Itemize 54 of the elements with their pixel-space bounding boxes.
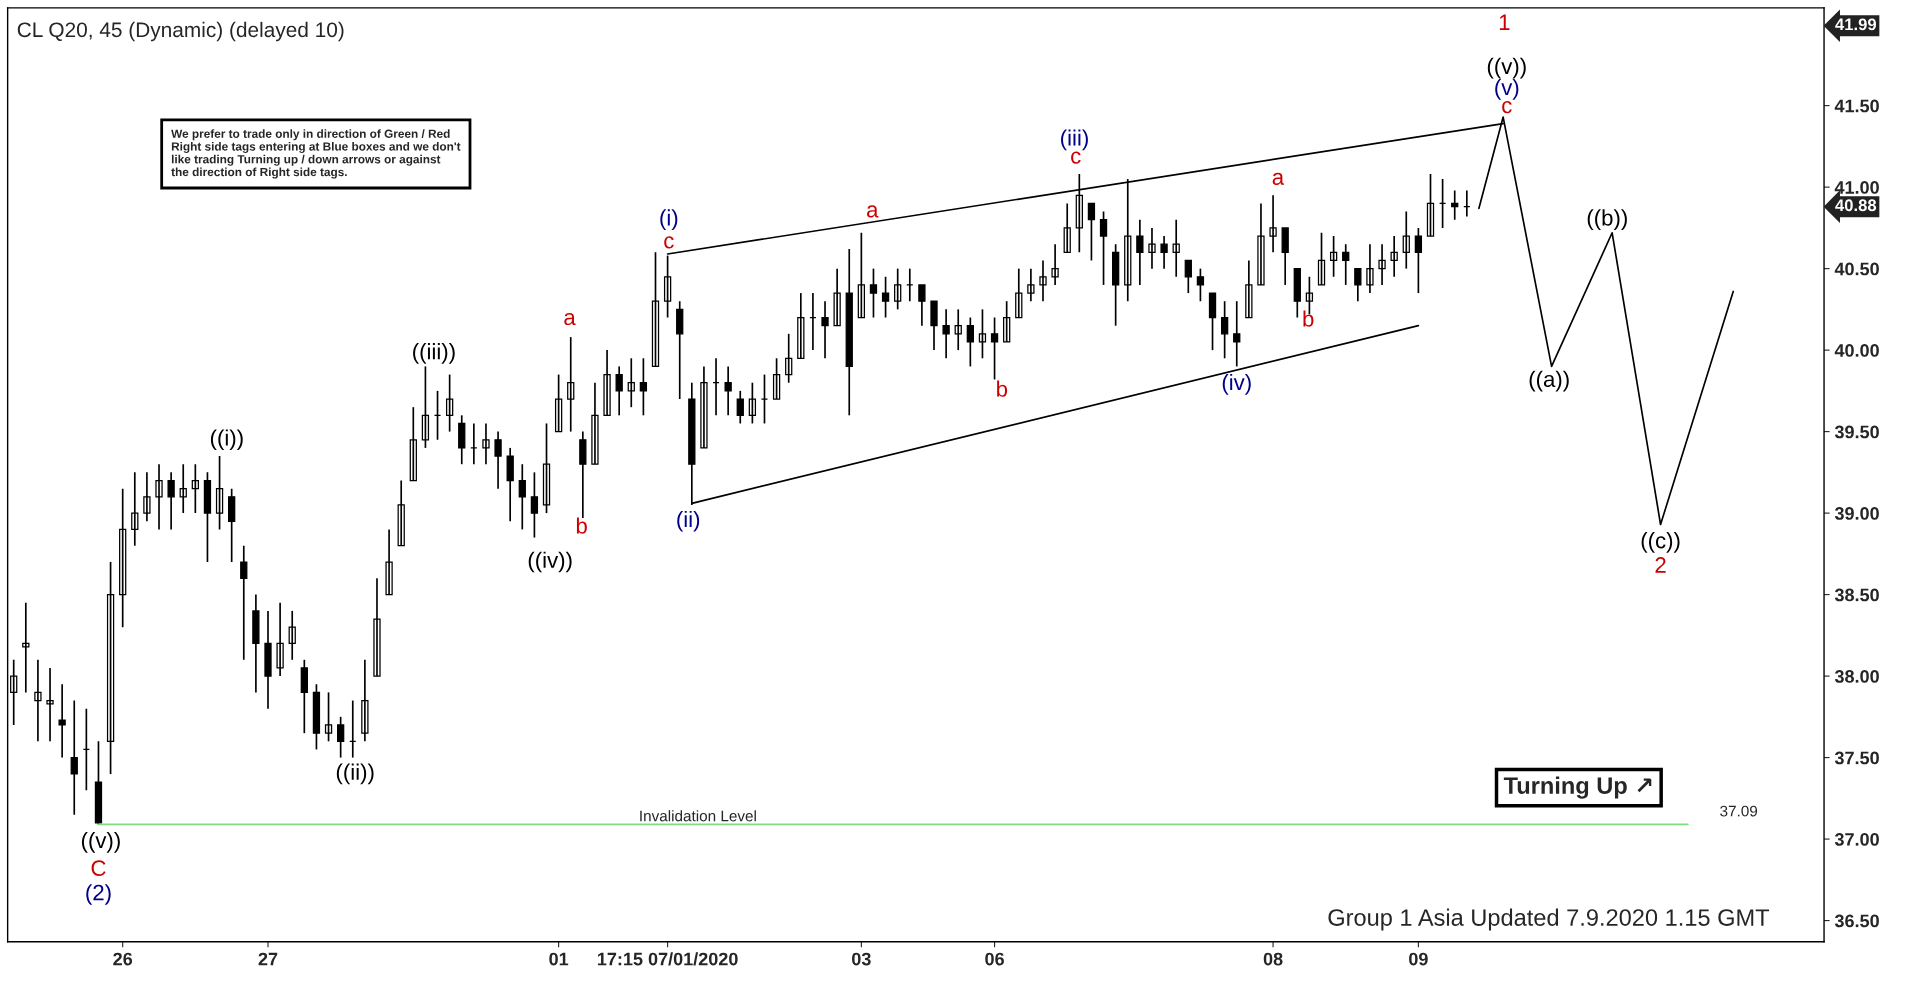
annotation: c bbox=[1502, 101, 1512, 114]
annotation: (v) bbox=[1495, 78, 1519, 100]
y-tick-label: 37.50 bbox=[1834, 751, 1879, 765]
annotation: b bbox=[1303, 310, 1314, 327]
annotation: a bbox=[1272, 172, 1285, 185]
annotation: (iv) bbox=[1222, 373, 1251, 395]
annotation: Group 1 Asia Updated 7.9.2020 1.15 GMT bbox=[1328, 908, 1770, 931]
annotation: (iii) bbox=[1061, 129, 1088, 151]
y-tick-label: 38.00 bbox=[1834, 670, 1879, 683]
annotation: ((iv)) bbox=[528, 551, 572, 573]
y-tick-label: 40.00 bbox=[1834, 344, 1879, 357]
annotation: (ii) bbox=[677, 510, 700, 532]
annotation: ((ii)) bbox=[336, 763, 374, 785]
annotation: c bbox=[1071, 151, 1081, 164]
annotation: 2 bbox=[1655, 557, 1666, 573]
annotation: a bbox=[867, 205, 879, 218]
annotation: ((a)) bbox=[1529, 370, 1569, 392]
x-tick-label: 26 bbox=[113, 952, 133, 966]
annotation: c bbox=[664, 236, 674, 249]
annotation: Turning Up ↗ bbox=[1503, 776, 1652, 799]
annotation: 1 bbox=[1499, 14, 1510, 30]
y-tick-label: 39.50 bbox=[1834, 425, 1879, 439]
y-tick-label: 40.50 bbox=[1834, 262, 1879, 276]
annotation: (i) bbox=[660, 209, 678, 231]
y-tick-label: 38.50 bbox=[1834, 588, 1879, 602]
annotation: b bbox=[576, 517, 587, 534]
y-tick-label: 41.50 bbox=[1834, 99, 1879, 113]
x-tick-label: 08 bbox=[1263, 952, 1283, 966]
x-tick-label: 03 bbox=[852, 952, 871, 966]
x-tick-label: 17:15 07/01/2020 bbox=[597, 952, 738, 966]
x-tick-label: 06 bbox=[985, 952, 1004, 966]
ref-line-label: Invalidation Level bbox=[640, 810, 756, 822]
annotation: a bbox=[564, 312, 576, 326]
y-tick-label: 39.00 bbox=[1834, 507, 1879, 520]
annotation: ((i)) bbox=[210, 429, 243, 451]
annotation: ((v)) bbox=[1487, 57, 1526, 79]
x-tick-label: 09 bbox=[1409, 952, 1428, 966]
text: 40.88 bbox=[1835, 199, 1877, 212]
annotation: ((c)) bbox=[1641, 532, 1680, 553]
annotation: ((v)) bbox=[81, 831, 120, 853]
y-tick-label: 36.50 bbox=[1834, 914, 1879, 928]
text: 41.99 bbox=[1835, 18, 1877, 31]
x-tick-label: 27 bbox=[258, 952, 278, 966]
annotation: We prefer to trade only in direction of Green / Red Right side tags entering at Blue boxes and we don't like trading Turning up / down arrows or against the direction of Right side tags. bbox=[171, 129, 461, 179]
y-tick-label: 37.00 bbox=[1834, 833, 1879, 846]
y-tick-label: 41.00 bbox=[1834, 181, 1879, 194]
annotation: (2) bbox=[86, 884, 111, 905]
annotation: ((b)) bbox=[1587, 209, 1627, 231]
text: CL Q20, 45 (Dynamic) (delayed 10) bbox=[17, 21, 344, 42]
annotation: 37.09 bbox=[1720, 805, 1758, 817]
x-tick-label: 01 bbox=[549, 952, 569, 966]
annotation: C bbox=[91, 860, 106, 877]
annotation: b bbox=[997, 380, 1008, 397]
annotation: ((iii)) bbox=[413, 343, 455, 364]
